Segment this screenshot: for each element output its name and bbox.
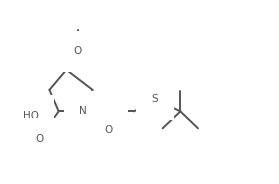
Text: N: N <box>80 106 87 116</box>
Text: O: O <box>35 134 44 144</box>
Text: O: O <box>105 125 113 135</box>
Text: S: S <box>151 94 158 104</box>
Text: O: O <box>74 46 82 56</box>
Text: HO: HO <box>23 111 39 121</box>
